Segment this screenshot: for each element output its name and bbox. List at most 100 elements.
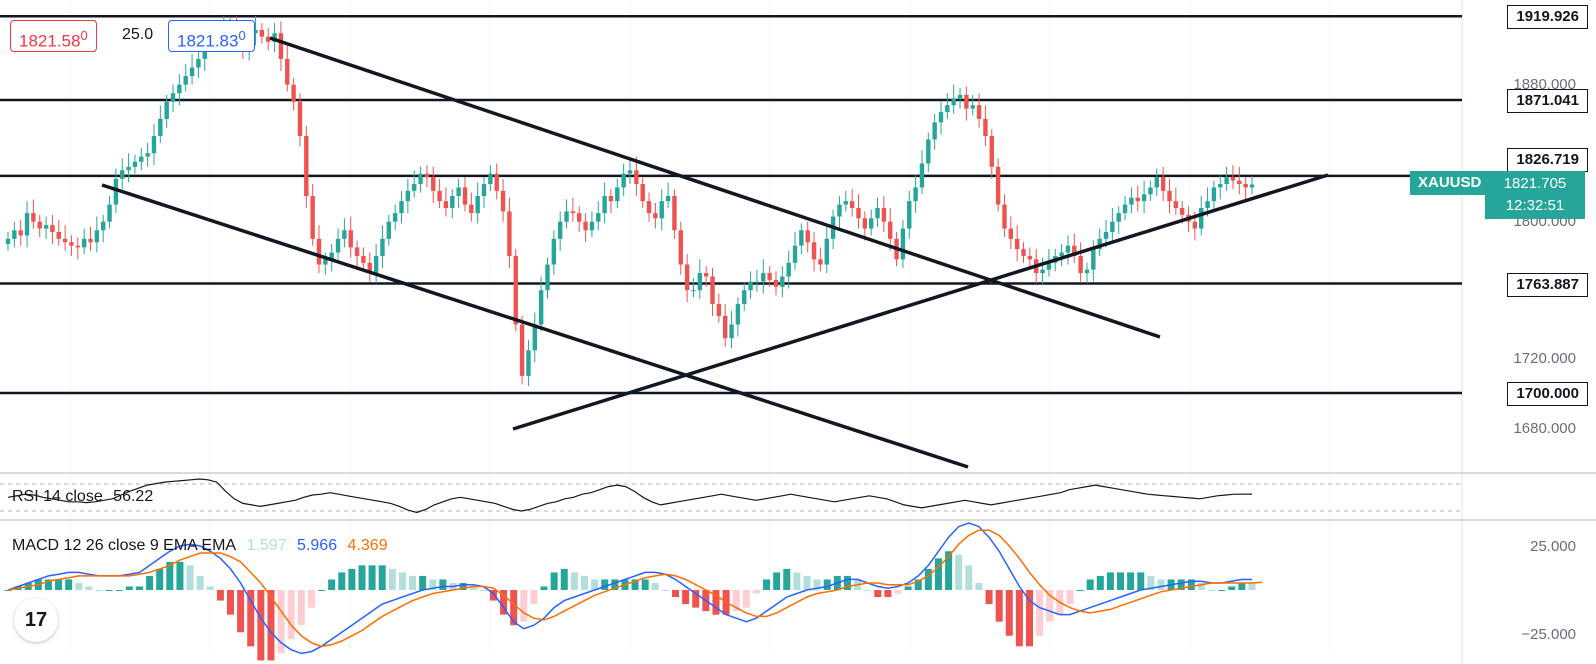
macd-histogram-bar: [1137, 572, 1145, 590]
macd-histogram-bar: [1197, 582, 1205, 590]
macd-histogram-bar: [287, 590, 295, 640]
candle-body: [564, 211, 569, 222]
macd-histogram-bar: [580, 575, 588, 590]
level-label[interactable]: 1826.719: [1507, 148, 1588, 172]
candle-body: [456, 187, 461, 197]
candle-body: [164, 101, 169, 119]
macd-histogram-bar: [1248, 583, 1256, 590]
candle-body: [1154, 177, 1159, 188]
candle-body: [399, 201, 404, 214]
macd-histogram-bar: [601, 579, 609, 590]
macd-histogram-bar: [135, 586, 143, 590]
macd-histogram-bar: [631, 579, 639, 590]
candle-body: [424, 173, 430, 178]
macd-histogram-bar: [510, 590, 518, 626]
sell-price-button[interactable]: 1821.580: [10, 20, 97, 52]
price-axis-tick: 1720.000: [1513, 350, 1576, 367]
rsi-value: 56.22: [113, 488, 154, 505]
candle-body: [1167, 190, 1172, 202]
macd-histogram-bar: [328, 579, 336, 590]
candle-body: [545, 264, 550, 291]
buy-price-button[interactable]: 1821.830: [168, 20, 255, 52]
candle-body: [101, 221, 106, 231]
candle-body: [139, 156, 144, 162]
candle-body: [703, 273, 709, 277]
ask-suffix: 0: [238, 28, 246, 43]
candle-body: [951, 98, 956, 106]
candle-body: [596, 213, 601, 222]
candle-body: [1072, 245, 1077, 256]
symbol-tag[interactable]: XAUUSD: [1410, 171, 1490, 195]
macd-histogram-bar: [44, 579, 52, 590]
candle-body: [1116, 213, 1121, 222]
trendline-ascending: [512, 173, 1329, 431]
candle-body: [608, 196, 614, 202]
macd-histogram-bar: [1238, 582, 1246, 590]
level-label[interactable]: 1919.926: [1507, 5, 1588, 29]
candle-body: [818, 259, 823, 265]
macd-histogram-bar: [358, 565, 366, 590]
candle-body: [742, 290, 747, 304]
macd-histogram-bar: [186, 565, 194, 590]
level-label[interactable]: 1700.000: [1507, 382, 1588, 406]
candle-body: [665, 196, 671, 202]
macd-histogram-bar: [1218, 590, 1226, 591]
candle-body: [627, 170, 633, 174]
candle-body: [1249, 184, 1255, 188]
candle-body: [31, 213, 36, 222]
macd-histogram-bar: [105, 590, 113, 591]
macd-histogram-bar: [843, 575, 851, 590]
candle-body: [329, 252, 334, 260]
candle-body: [824, 238, 829, 265]
candle-body: [684, 264, 690, 291]
candle-body: [278, 33, 284, 59]
candle-body: [361, 255, 366, 263]
macd-histogram-bar: [560, 568, 568, 590]
macd-histogram-bar: [712, 590, 720, 615]
level-label[interactable]: 1871.041: [1507, 89, 1588, 113]
candle-body: [405, 190, 411, 202]
candle-body: [849, 201, 855, 208]
macd-histogram-bar: [216, 590, 224, 601]
macd-histogram-bar: [348, 568, 356, 590]
tradingview-logo-icon[interactable]: 17: [14, 598, 58, 642]
macd-histogram-value: 1.597: [246, 537, 287, 554]
candle-body: [88, 238, 93, 243]
candle-body: [177, 84, 182, 94]
candle-body: [792, 245, 798, 263]
macd-histogram-bar: [469, 586, 477, 590]
macd-histogram-bar: [641, 579, 649, 590]
macd-histogram-bar: [257, 590, 265, 661]
candle-body: [475, 196, 480, 214]
macd-histogram-bar: [489, 590, 497, 601]
macd-histogram-bar: [176, 561, 184, 590]
candle-body: [1179, 207, 1185, 215]
candle-body: [640, 184, 645, 202]
macd-histogram-bar: [267, 590, 275, 661]
candle-body: [557, 221, 563, 239]
macd-histogram-bar: [742, 590, 750, 608]
candle-body: [672, 196, 677, 231]
rsi-label: RSI 14 close: [12, 488, 103, 505]
candle-body: [888, 221, 893, 239]
candle-body: [183, 76, 188, 85]
candle-body: [1141, 194, 1147, 202]
macd-histogram-bar: [955, 554, 963, 590]
macd-histogram-bar: [227, 590, 235, 615]
last-price-tag[interactable]: 1821.705 12:32:51: [1485, 171, 1585, 219]
candle-body: [1211, 187, 1217, 202]
candle-body: [538, 290, 544, 325]
candle-body: [773, 279, 779, 287]
candle-body: [1027, 255, 1033, 260]
candle-body: [761, 273, 766, 282]
candle-body: [297, 101, 303, 137]
macd-histogram-bar: [388, 568, 396, 590]
candle-body: [1091, 249, 1096, 270]
level-label[interactable]: 1763.887: [1507, 273, 1588, 297]
candle-body: [450, 196, 455, 208]
macd-label: MACD 12 26 close 9 EMA EMA: [12, 537, 237, 554]
candle-body: [431, 177, 436, 191]
candle-body: [304, 136, 309, 197]
macd-histogram-bar: [429, 579, 437, 590]
